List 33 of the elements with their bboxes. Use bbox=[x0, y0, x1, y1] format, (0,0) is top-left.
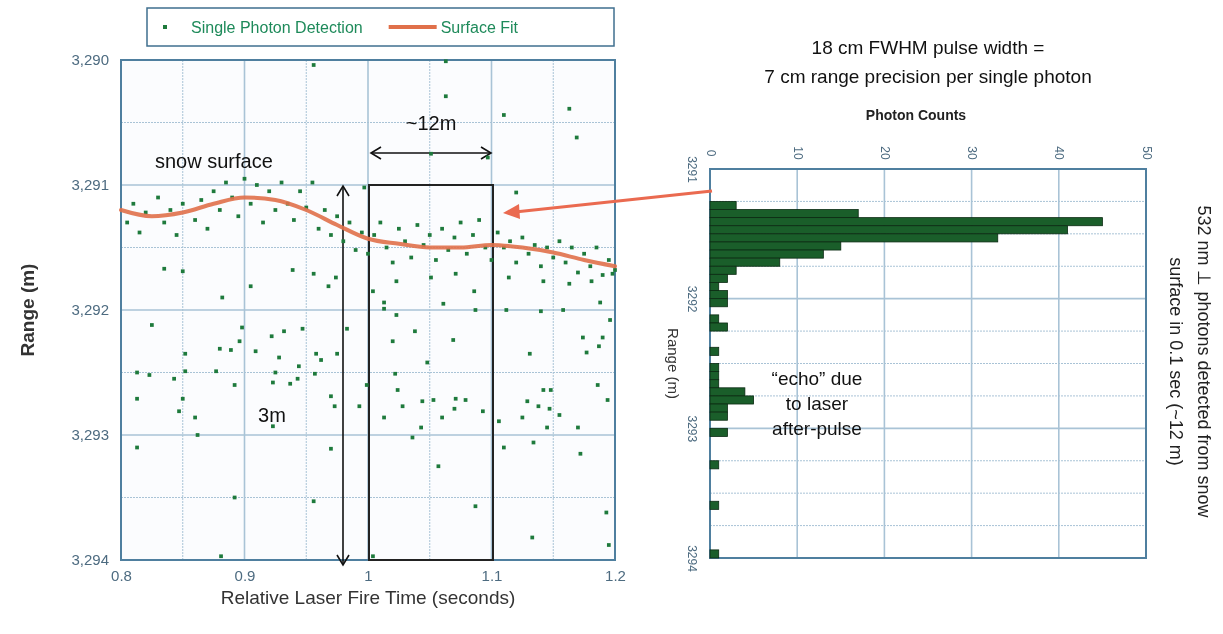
x-tick-label: 0 bbox=[703, 149, 718, 157]
annotation: “echo” due to laser after-pulse bbox=[771, 368, 863, 439]
legend-label: Surface Fit bbox=[440, 19, 519, 36]
x-tick-label: 1.2 bbox=[605, 566, 626, 584]
legend-label: Single Photon Detection bbox=[191, 19, 363, 36]
y-axis-title: Range (m) bbox=[665, 328, 682, 399]
y-tick-label: 3291 bbox=[685, 156, 699, 184]
x-tick-label: 1 bbox=[364, 566, 373, 584]
x-axis-title: Photon Counts bbox=[865, 107, 967, 123]
x-tick-label: 40 bbox=[1052, 146, 1067, 160]
y-tick-label: 3292 bbox=[685, 285, 699, 313]
y-tick-label: 3294 bbox=[685, 545, 699, 573]
x-tick-label: 30 bbox=[965, 146, 980, 160]
x-tick-label: 10 bbox=[790, 146, 805, 160]
chart-subtitle: 7 cm range precision per single photon bbox=[764, 66, 1092, 87]
x-tick-label: 50 bbox=[1139, 146, 1154, 160]
x-tick-label: 0.9 bbox=[234, 566, 256, 584]
annotation: ~12m bbox=[405, 112, 457, 134]
x-tick-label: 1.1 bbox=[481, 566, 503, 584]
y-tick-label: 3,294 bbox=[71, 551, 109, 569]
x-tick-label: 0.8 bbox=[111, 566, 132, 584]
y-tick-label: 3,290 bbox=[71, 51, 109, 69]
x-axis-title: Relative Laser Fire Time (seconds) bbox=[220, 587, 516, 608]
y-tick-label: 3,292 bbox=[71, 301, 109, 319]
chart-title: 18 cm FWHM pulse width = bbox=[811, 37, 1045, 58]
annotation: snow surface bbox=[155, 150, 273, 172]
y-tick-label: 3,291 bbox=[71, 176, 109, 194]
annotation: 3m bbox=[258, 404, 286, 426]
y-tick-label: 3293 bbox=[685, 415, 699, 443]
y-axis-title: Range (m) bbox=[17, 263, 38, 357]
y-tick-label: 3,293 bbox=[71, 426, 109, 444]
x-tick-label: 20 bbox=[877, 146, 892, 160]
y2-axis-title: 532 nm ⊥ photons detected from snow surface in 0.1 sec (~12 m) bbox=[1166, 205, 1214, 519]
